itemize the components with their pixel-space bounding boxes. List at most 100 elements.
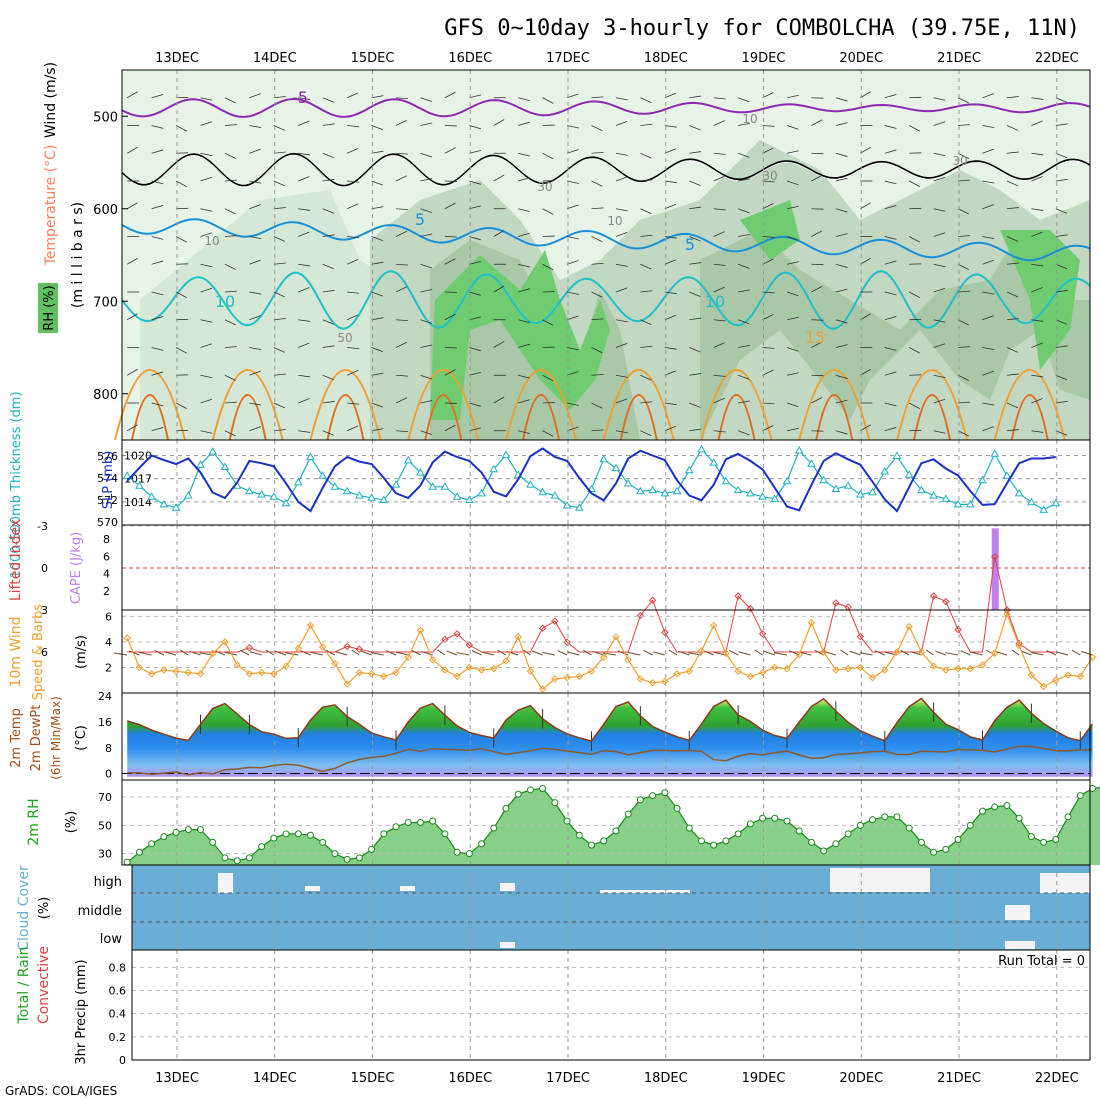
wind-barb: [200, 430, 213, 434]
rh2m-panel: 70 50 30 2m RH (%): [26, 779, 1100, 866]
date-label-top: 19DEC: [742, 51, 786, 66]
wind-barb: [958, 235, 971, 237]
li-axis-label: Lifted Index: [8, 519, 24, 601]
wind-speed-point: [404, 653, 412, 661]
temp-contour-0: [121, 152, 1091, 187]
wind-speed-point: [1003, 610, 1011, 618]
temp-axis-label: 2m Temp: [9, 708, 24, 768]
date-label-bottom: 22DEC: [1035, 1071, 1079, 1086]
wind-barb: [689, 317, 702, 321]
wind-barb-10m: [583, 649, 592, 656]
wind-barb: [982, 291, 995, 295]
wind-barb: [1031, 319, 1044, 322]
wind-barb: [860, 91, 871, 99]
rh-point: [245, 854, 253, 862]
wind-barb: [664, 425, 677, 432]
wind-barb-10m: [335, 651, 348, 656]
thickness-point: [978, 475, 987, 484]
wind-barb: [664, 92, 677, 99]
wind-barb-10m: [497, 649, 507, 656]
rh-point: [478, 840, 486, 848]
wind-speed-point: [490, 665, 498, 673]
wind-tick-label: 2: [105, 661, 112, 674]
rh-point: [746, 820, 754, 828]
wind-barb: [713, 120, 725, 126]
date-label-top: 17DEC: [546, 51, 590, 66]
wind-barb: [835, 374, 848, 379]
thickness-point: [599, 454, 609, 463]
wind-barb: [738, 123, 751, 126]
thickness-point: [672, 486, 682, 495]
wind-barb: [346, 92, 359, 99]
wind-barb: [224, 319, 236, 326]
wind-barb: [1006, 180, 1019, 187]
li-point: [355, 645, 364, 653]
wind-speed-point: [746, 672, 755, 681]
date-label-bottom: 16DEC: [448, 1071, 492, 1086]
rh-point: [881, 813, 889, 821]
temp-contour-15: [896, 369, 968, 441]
wind-barb: [786, 347, 799, 352]
wind-speed-point: [832, 666, 840, 674]
wind-barb: [713, 430, 726, 433]
thickness-tick-label: 572: [97, 494, 118, 507]
wind-barb: [420, 263, 432, 269]
wind-barb: [835, 233, 848, 237]
wind-barb: [958, 401, 971, 404]
wind-barb: [762, 203, 774, 210]
temp-contour-20: [424, 394, 463, 441]
wind-barb: [200, 287, 213, 293]
wind-barb: [615, 121, 628, 126]
wind-barb: [420, 374, 432, 380]
slp-axis-label: SLP (mb): [101, 451, 116, 510]
wind-speed-point: [282, 662, 290, 670]
wind-barb: [420, 319, 432, 324]
wind-barb: [982, 236, 995, 239]
wind-barb: [1055, 319, 1068, 325]
thickness-point: [660, 488, 670, 497]
temp-contour-15: [211, 369, 284, 441]
wind-speed-point: [1076, 672, 1084, 681]
rh-contour-label: 30: [762, 169, 777, 183]
wind-barb: [640, 430, 652, 436]
wind-barb: [273, 373, 286, 376]
wind-barb: [444, 202, 456, 210]
wind-barb: [493, 341, 505, 348]
clear-sky-gap: [400, 886, 415, 891]
wind-barb: [860, 368, 871, 376]
rh-point: [172, 828, 180, 836]
wind-barb: [322, 319, 334, 325]
wind-barb: [224, 179, 237, 182]
thickness-point: [574, 503, 584, 511]
rh-point: [832, 840, 840, 848]
wind-barb: [591, 180, 603, 187]
wind-barb: [371, 206, 384, 210]
clear-sky-gap: [1005, 941, 1035, 949]
date-label-top: 15DEC: [351, 51, 395, 66]
wind-barb: [224, 374, 236, 381]
wind-barb: [860, 313, 871, 321]
wind-barb: [713, 397, 725, 404]
thickness-point: [611, 463, 621, 472]
rh-point: [588, 841, 596, 849]
wind-speed-point: [709, 621, 718, 630]
top-date-labels: 13DEC 14DEC 15DEC 16DEC 17DEC 18DEC 19DEC 20DEC…: [155, 51, 1079, 66]
wind-barb: [224, 124, 237, 126]
wind-barb: [591, 263, 604, 265]
wind-speed-point: [257, 668, 266, 677]
thickness-point: [489, 464, 499, 473]
wind-barb: [762, 314, 774, 321]
rh-point: [575, 831, 583, 839]
wind-barb: [175, 291, 187, 298]
li-point: [942, 597, 950, 606]
rh-contour-label: 10: [204, 234, 219, 248]
thickness-point: [257, 490, 266, 498]
wind-barb: [1055, 178, 1068, 182]
wind-speed-line: [126, 611, 1094, 691]
wind-speed-point: [367, 670, 376, 678]
wind-speed-point: [184, 668, 193, 677]
thickness-point: [684, 465, 694, 474]
wind-barb: [469, 125, 481, 130]
wind-speed-point: [795, 650, 803, 659]
wind-barb: [958, 124, 971, 126]
